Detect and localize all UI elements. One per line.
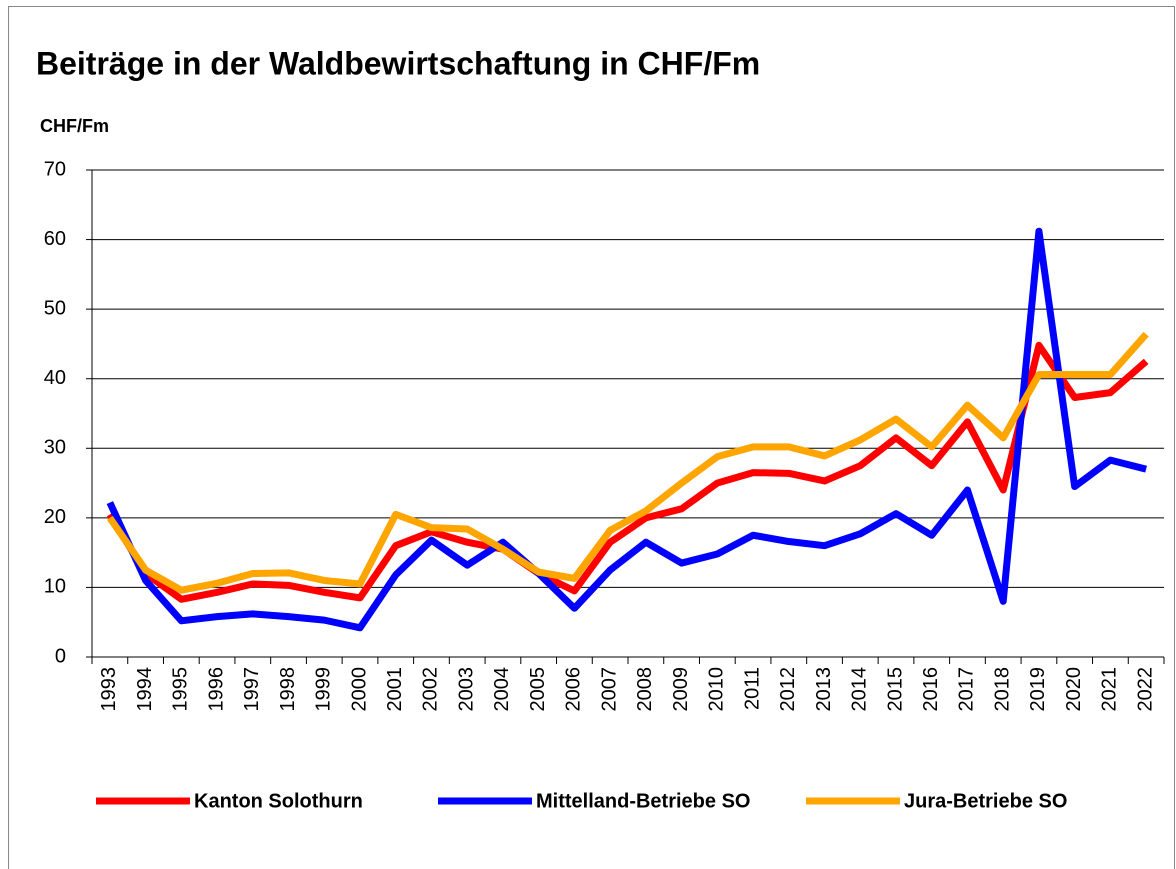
x-tick-label: 2007: [598, 667, 620, 712]
x-tick-label: 2022: [1134, 667, 1156, 712]
x-tick-label: 2006: [563, 667, 585, 712]
legend-label: Jura-Betriebe SO: [904, 790, 1067, 812]
y-tick-label: 50: [44, 297, 66, 319]
y-tick-label: 30: [44, 437, 66, 459]
x-tick-label: 2021: [1099, 667, 1121, 712]
x-tick-label: 2001: [384, 667, 406, 712]
x-tick-label: 2016: [920, 667, 942, 712]
x-tick-label: 2018: [991, 667, 1013, 712]
x-tick-label: 1998: [277, 667, 299, 712]
x-tick-label: 2014: [849, 667, 871, 712]
x-tick-label: 2019: [1027, 667, 1049, 712]
x-tick-label: 2002: [420, 667, 442, 712]
x-tick-label: 1993: [98, 667, 120, 712]
x-tick-label: 1997: [241, 667, 263, 712]
x-tick-label: 2017: [956, 667, 978, 712]
series-line: [106, 227, 1147, 632]
x-tick-label: 2013: [813, 667, 835, 712]
chart-title: Beiträge in der Waldbewirtschaftung in C…: [36, 45, 760, 81]
x-tick-label: 2009: [670, 667, 692, 712]
x-tick-label: 1994: [134, 667, 156, 712]
x-tick-label: 2004: [491, 667, 513, 712]
y-axis-label: CHF/Fm: [40, 116, 109, 136]
series-line: [106, 341, 1149, 603]
y-tick-label: 20: [44, 506, 66, 528]
x-tick-label: 1995: [170, 667, 192, 712]
x-tick-label: 2012: [777, 667, 799, 712]
x-tick-label: 2005: [527, 667, 549, 712]
x-tick-label: 1999: [313, 667, 335, 712]
chart-frame: [8, 6, 1175, 869]
y-tick-label: 10: [44, 576, 66, 598]
x-tick-label: 2015: [884, 667, 906, 712]
x-tick-label: 2003: [455, 667, 477, 712]
legend-label: Kanton Solothurn: [194, 790, 363, 812]
y-tick-label: 70: [44, 158, 66, 180]
x-tick-label: 2000: [348, 667, 370, 712]
y-tick-label: 40: [44, 367, 66, 389]
x-tick-label: 2020: [1063, 667, 1085, 712]
y-tick-label: 0: [55, 645, 66, 667]
x-tick-label: 2011: [741, 667, 763, 710]
y-tick-label: 60: [44, 228, 66, 250]
series-line: [106, 331, 1149, 594]
legend-label: Mittelland-Betriebe SO: [536, 790, 750, 812]
x-tick-label: 2010: [706, 667, 728, 712]
x-tick-label: 2008: [634, 667, 656, 712]
x-tick-label: 1996: [205, 667, 227, 712]
